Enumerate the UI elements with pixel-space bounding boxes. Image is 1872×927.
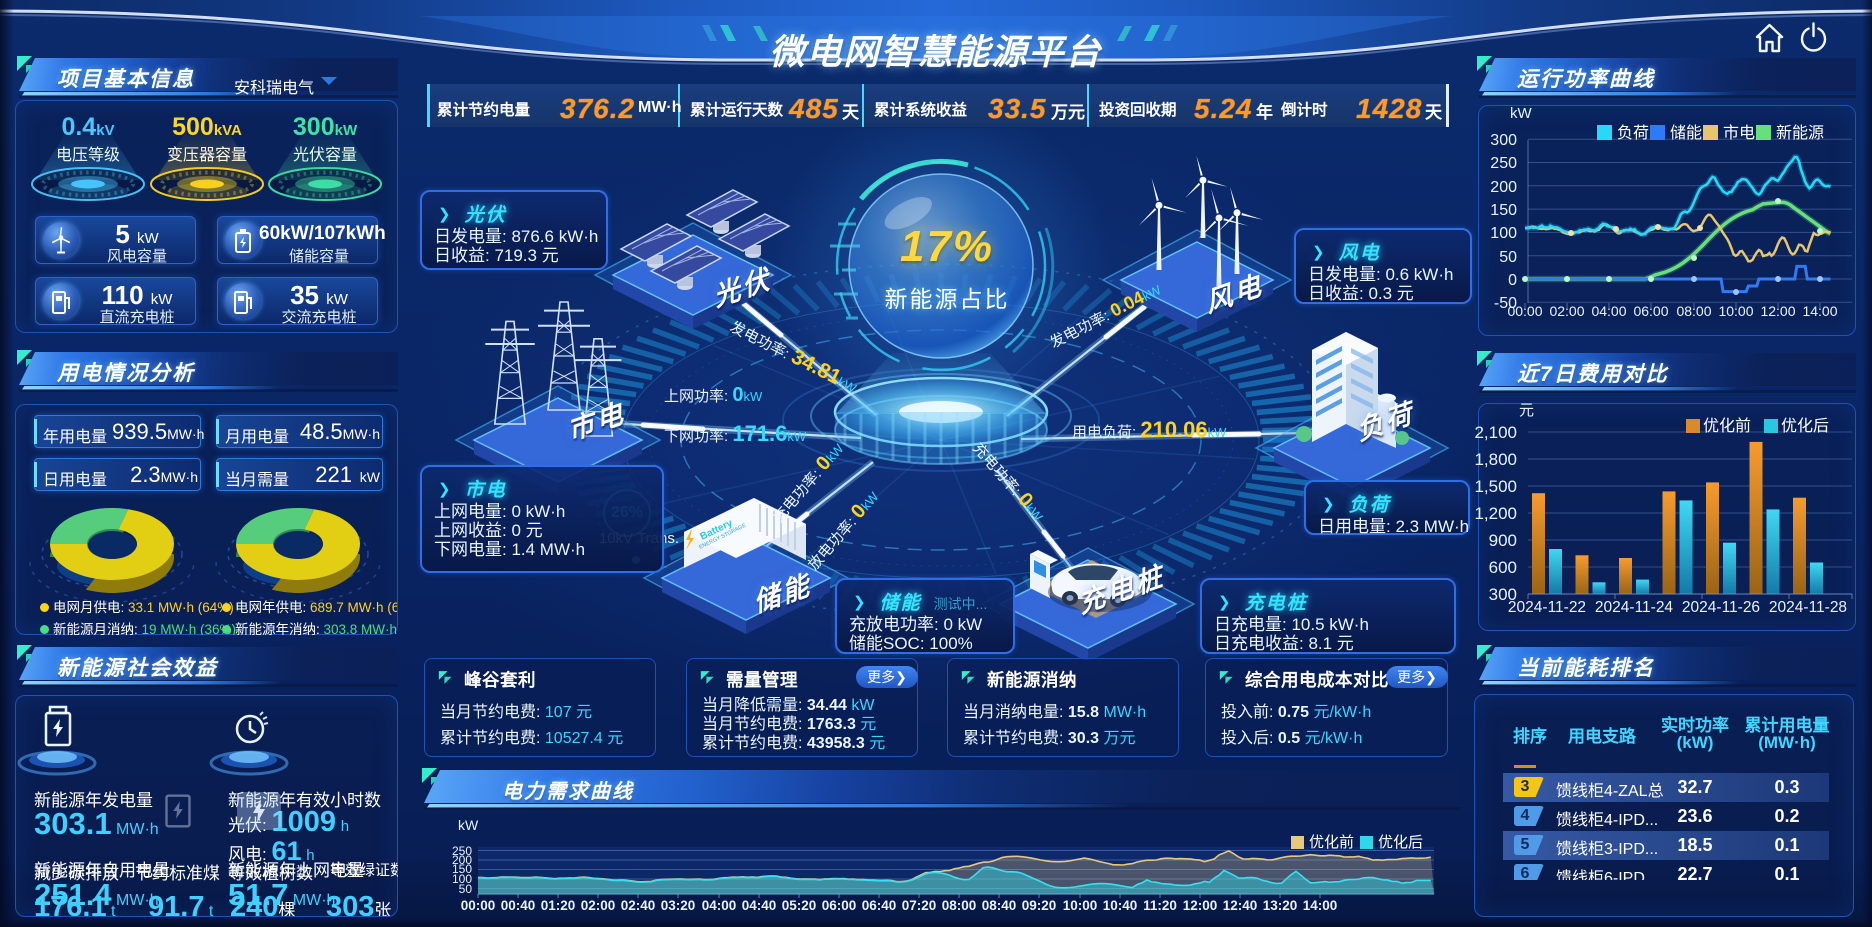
svg-text:负荷: 负荷	[1617, 124, 1649, 142]
svg-text:12:00: 12:00	[1760, 303, 1795, 319]
svg-text:900: 900	[1489, 531, 1517, 550]
svg-text:08:00: 08:00	[942, 898, 977, 913]
svg-text:1,800: 1,800	[1475, 450, 1517, 469]
svg-text:00:40: 00:40	[501, 898, 536, 913]
svg-text:250: 250	[452, 844, 472, 858]
svg-text:优化前: 优化前	[1703, 417, 1751, 435]
svg-text:06:40: 06:40	[862, 898, 897, 913]
svg-text:03:20: 03:20	[661, 898, 696, 913]
svg-text:2024-11-22: 2024-11-22	[1508, 599, 1586, 615]
svg-text:2024-11-28: 2024-11-28	[1769, 599, 1847, 615]
svg-text:50: 50	[1499, 249, 1517, 266]
svg-text:02:40: 02:40	[621, 898, 656, 913]
svg-text:14:00: 14:00	[1303, 898, 1338, 913]
svg-text:11:20: 11:20	[1143, 898, 1177, 913]
svg-text:04:00: 04:00	[702, 898, 737, 913]
svg-text:300: 300	[1489, 585, 1517, 604]
svg-text:05:20: 05:20	[782, 898, 817, 913]
svg-text:50: 50	[459, 882, 473, 896]
svg-text:00:00: 00:00	[1507, 303, 1542, 319]
svg-text:02:00: 02:00	[1549, 303, 1584, 319]
svg-text:12:00: 12:00	[1183, 898, 1218, 913]
svg-text:优化后: 优化后	[1781, 417, 1829, 435]
svg-text:12:40: 12:40	[1223, 898, 1258, 913]
svg-text:02:00: 02:00	[581, 898, 616, 913]
svg-text:-50: -50	[1494, 295, 1517, 312]
svg-text:200: 200	[1490, 179, 1517, 196]
svg-text:元: 元	[1519, 402, 1534, 419]
svg-text:储能: 储能	[1670, 124, 1702, 142]
svg-text:市电: 市电	[1723, 124, 1755, 142]
svg-text:10:00: 10:00	[1063, 898, 1098, 913]
svg-text:100: 100	[1490, 225, 1517, 242]
svg-text:10:40: 10:40	[1103, 898, 1138, 913]
svg-text:08:40: 08:40	[982, 898, 1017, 913]
svg-text:08:00: 08:00	[1676, 303, 1711, 319]
svg-text:300: 300	[1490, 132, 1517, 149]
svg-text:13:20: 13:20	[1263, 898, 1298, 913]
svg-text:100: 100	[452, 872, 472, 886]
svg-text:200: 200	[452, 853, 472, 867]
svg-text:09:20: 09:20	[1022, 898, 1057, 913]
svg-text:优化后: 优化后	[1378, 834, 1423, 851]
svg-text:06:00: 06:00	[822, 898, 857, 913]
svg-text:2024-11-26: 2024-11-26	[1682, 599, 1760, 615]
svg-text:10:00: 10:00	[1718, 303, 1753, 319]
svg-text:00:00: 00:00	[461, 898, 496, 913]
svg-text:优化前: 优化前	[1309, 834, 1354, 851]
svg-text:04:40: 04:40	[742, 898, 777, 913]
svg-text:01:20: 01:20	[541, 898, 576, 913]
svg-text:150: 150	[1490, 202, 1517, 219]
svg-text:14:00: 14:00	[1802, 303, 1837, 319]
svg-text:2024-11-24: 2024-11-24	[1595, 599, 1674, 615]
svg-text:1,500: 1,500	[1475, 477, 1517, 496]
svg-text:kW: kW	[1510, 105, 1533, 122]
svg-text:04:00: 04:00	[1591, 303, 1626, 319]
svg-text:250: 250	[1490, 155, 1517, 172]
svg-text:150: 150	[452, 862, 472, 876]
svg-text:1,200: 1,200	[1475, 504, 1517, 523]
svg-text:06:00: 06:00	[1633, 303, 1668, 319]
svg-text:07:20: 07:20	[902, 898, 937, 913]
svg-text:新能源: 新能源	[1776, 124, 1824, 142]
svg-text:0: 0	[1508, 272, 1517, 289]
svg-text:600: 600	[1489, 558, 1517, 577]
svg-text:2,100: 2,100	[1475, 423, 1517, 442]
svg-text:kW: kW	[458, 817, 479, 833]
